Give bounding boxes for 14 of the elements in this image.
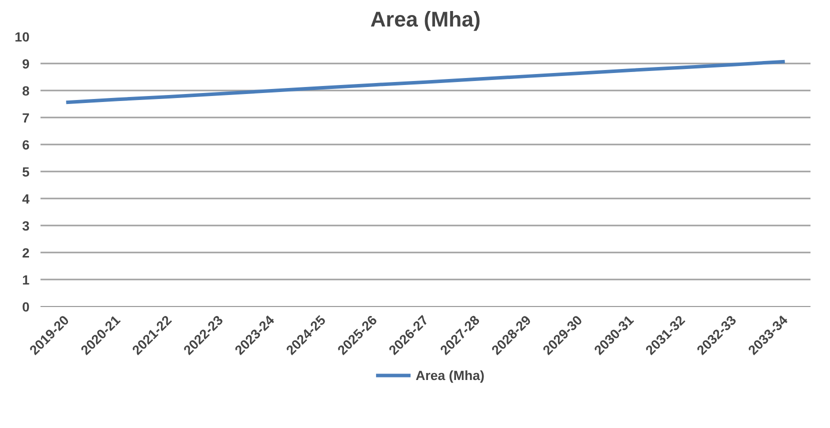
- y-tick-label: 4: [22, 192, 30, 206]
- y-tick-label: 10: [14, 30, 30, 44]
- y-tick-label: 6: [22, 138, 30, 152]
- y-tick-label: 0: [22, 300, 30, 314]
- y-tick-label: 9: [22, 56, 30, 72]
- y-tick-label: 2: [22, 246, 30, 260]
- legend-label: Area (Mha): [416, 368, 484, 382]
- chart-title: Area (Mha): [370, 8, 481, 32]
- line-series: [64, 60, 787, 104]
- y-tick-label: 8: [22, 84, 30, 98]
- y-tick-label: 5: [22, 164, 30, 180]
- y-tick-label: 3: [22, 218, 30, 234]
- y-tick-label: 7: [22, 110, 30, 126]
- y-tick-label: 1: [22, 272, 30, 288]
